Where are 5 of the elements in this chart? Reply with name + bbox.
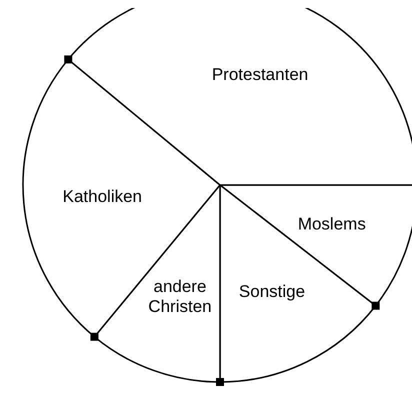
slice-label: Sonstige <box>238 282 306 302</box>
slice-label: andere Christen <box>148 277 212 316</box>
slice-label: Protestanten <box>212 64 308 84</box>
slice-label: Moslems <box>298 214 366 234</box>
slice-label: Katholiken <box>62 187 142 206</box>
